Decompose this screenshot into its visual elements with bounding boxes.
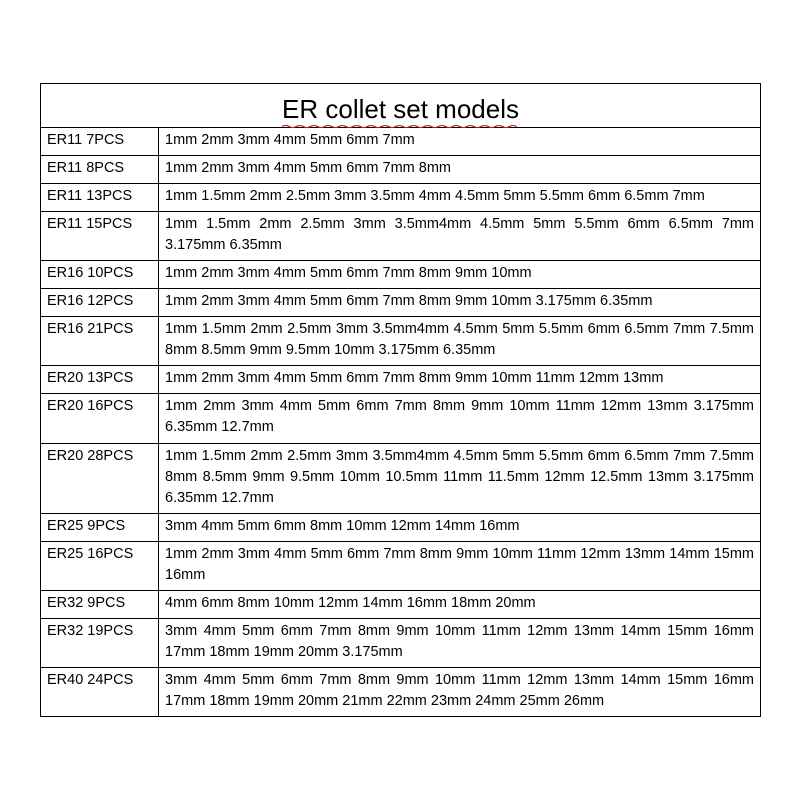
- sizes-cell: 1mm 1.5mm 2mm 2.5mm 3mm 3.5mm4mm 4.5mm 5…: [159, 212, 761, 261]
- model-cell: ER11 8PCS: [41, 156, 159, 184]
- table-row: ER16 12PCS1mm 2mm 3mm 4mm 5mm 6mm 7mm 8m…: [41, 289, 761, 317]
- table-row: ER16 10PCS1mm 2mm 3mm 4mm 5mm 6mm 7mm 8m…: [41, 261, 761, 289]
- spellcheck-squiggle-icon: [282, 124, 519, 128]
- model-cell: ER11 15PCS: [41, 212, 159, 261]
- model-cell: ER25 9PCS: [41, 513, 159, 541]
- collet-table-container: ER collet set models ER11 7PCS1mm 2mm 3m…: [40, 83, 760, 716]
- table-row: ER11 8PCS1mm 2mm 3mm 4mm 5mm 6mm 7mm 8mm: [41, 156, 761, 184]
- table-row: ER11 15PCS1mm 1.5mm 2mm 2.5mm 3mm 3.5mm4…: [41, 212, 761, 261]
- sizes-cell: 1mm 2mm 3mm 4mm 5mm 6mm 7mm 8mm 9mm 10mm…: [159, 289, 761, 317]
- sizes-cell: 1mm 2mm 3mm 4mm 5mm 6mm 7mm 8mm 9mm 10mm…: [159, 394, 761, 443]
- sizes-cell: 1mm 2mm 3mm 4mm 5mm 6mm 7mm: [159, 128, 761, 156]
- table-title: ER collet set models: [282, 94, 519, 124]
- sizes-cell: 3mm 4mm 5mm 6mm 7mm 8mm 9mm 10mm 11mm 12…: [159, 618, 761, 667]
- sizes-cell: 1mm 1.5mm 2mm 2.5mm 3mm 3.5mm4mm 4.5mm 5…: [159, 317, 761, 366]
- model-cell: ER11 7PCS: [41, 128, 159, 156]
- collet-table-body: ER11 7PCS1mm 2mm 3mm 4mm 5mm 6mm 7mmER11…: [41, 128, 761, 716]
- model-cell: ER32 19PCS: [41, 618, 159, 667]
- model-cell: ER20 13PCS: [41, 366, 159, 394]
- table-row: ER11 7PCS1mm 2mm 3mm 4mm 5mm 6mm 7mm: [41, 128, 761, 156]
- model-cell: ER11 13PCS: [41, 184, 159, 212]
- table-row: ER20 13PCS1mm 2mm 3mm 4mm 5mm 6mm 7mm 8m…: [41, 366, 761, 394]
- table-row: ER25 16PCS1mm 2mm 3mm 4mm 5mm 6mm 7mm 8m…: [41, 541, 761, 590]
- title-wrap: ER collet set models: [282, 94, 519, 125]
- sizes-cell: 1mm 2mm 3mm 4mm 5mm 6mm 7mm 8mm: [159, 156, 761, 184]
- sizes-cell: 1mm 1.5mm 2mm 2.5mm 3mm 3.5mm4mm 4.5mm 5…: [159, 443, 761, 513]
- model-cell: ER32 9PCS: [41, 590, 159, 618]
- model-cell: ER16 21PCS: [41, 317, 159, 366]
- sizes-cell: 1mm 1.5mm 2mm 2.5mm 3mm 3.5mm 4mm 4.5mm …: [159, 184, 761, 212]
- sizes-cell: 3mm 4mm 5mm 6mm 7mm 8mm 9mm 10mm 11mm 12…: [159, 667, 761, 716]
- table-row: ER11 13PCS1mm 1.5mm 2mm 2.5mm 3mm 3.5mm …: [41, 184, 761, 212]
- table-row: ER20 16PCS1mm 2mm 3mm 4mm 5mm 6mm 7mm 8m…: [41, 394, 761, 443]
- table-row: ER32 19PCS3mm 4mm 5mm 6mm 7mm 8mm 9mm 10…: [41, 618, 761, 667]
- model-cell: ER20 16PCS: [41, 394, 159, 443]
- title-row: ER collet set models: [41, 84, 761, 128]
- model-cell: ER25 16PCS: [41, 541, 159, 590]
- model-cell: ER16 12PCS: [41, 289, 159, 317]
- sizes-cell: 4mm 6mm 8mm 10mm 12mm 14mm 16mm 18mm 20m…: [159, 590, 761, 618]
- sizes-cell: 3mm 4mm 5mm 6mm 8mm 10mm 12mm 14mm 16mm: [159, 513, 761, 541]
- model-cell: ER20 28PCS: [41, 443, 159, 513]
- table-row: ER25 9PCS3mm 4mm 5mm 6mm 8mm 10mm 12mm 1…: [41, 513, 761, 541]
- sizes-cell: 1mm 2mm 3mm 4mm 5mm 6mm 7mm 8mm 9mm 10mm…: [159, 366, 761, 394]
- collet-table: ER collet set models ER11 7PCS1mm 2mm 3m…: [40, 83, 761, 716]
- model-cell: ER16 10PCS: [41, 261, 159, 289]
- model-cell: ER40 24PCS: [41, 667, 159, 716]
- sizes-cell: 1mm 2mm 3mm 4mm 5mm 6mm 7mm 8mm 9mm 10mm: [159, 261, 761, 289]
- sizes-cell: 1mm 2mm 3mm 4mm 5mm 6mm 7mm 8mm 9mm 10mm…: [159, 541, 761, 590]
- table-row: ER40 24PCS3mm 4mm 5mm 6mm 7mm 8mm 9mm 10…: [41, 667, 761, 716]
- table-title-cell: ER collet set models: [41, 84, 761, 128]
- table-row: ER20 28PCS1mm 1.5mm 2mm 2.5mm 3mm 3.5mm4…: [41, 443, 761, 513]
- table-row: ER16 21PCS1mm 1.5mm 2mm 2.5mm 3mm 3.5mm4…: [41, 317, 761, 366]
- table-row: ER32 9PCS4mm 6mm 8mm 10mm 12mm 14mm 16mm…: [41, 590, 761, 618]
